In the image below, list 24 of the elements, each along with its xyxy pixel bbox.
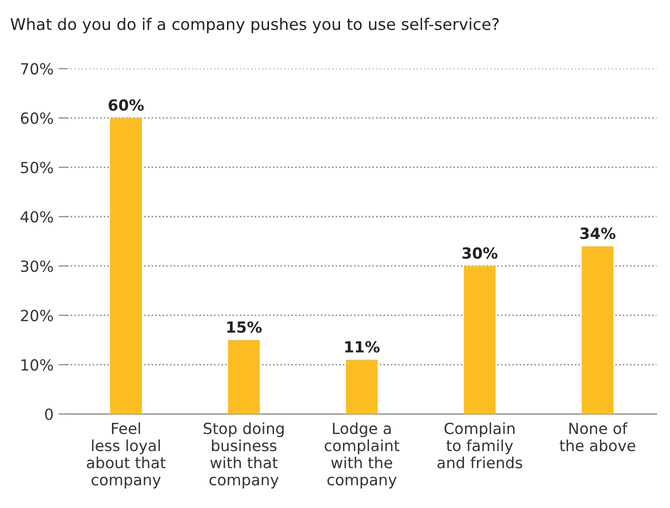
data-label: 11% [345, 341, 380, 353]
y-tick-label: 10% [22, 359, 53, 371]
y-tick-label: 60% [20, 112, 53, 124]
y-tick-label: 0 [45, 408, 53, 420]
x-tick-label: Lodge a complaint with the company [324, 422, 400, 488]
bar [110, 118, 142, 414]
x-tick-label: Complain to family and friends [438, 422, 522, 468]
data-label: 34% [580, 228, 616, 240]
bar [582, 246, 614, 414]
y-tick-label: 50% [21, 162, 53, 174]
x-tick-label: None of the above [560, 422, 636, 452]
bar [228, 340, 260, 414]
data-label: 15% [227, 321, 262, 333]
x-tick-label: Stop doing business with that company [204, 422, 284, 488]
x-tick-label: Feel less loyal about that company [86, 422, 166, 488]
bar [464, 266, 496, 414]
chart-title: What do you do if a company pushes you to use self-service? [10, 18, 499, 34]
data-label: 60% [108, 99, 144, 111]
y-tick-label: 40% [20, 211, 53, 223]
y-tick-label: 70% [21, 63, 53, 75]
y-tick-label: 20% [20, 310, 53, 322]
bar [346, 360, 378, 414]
y-tick-label: 30% [21, 260, 53, 272]
data-label: 30% [462, 247, 498, 259]
